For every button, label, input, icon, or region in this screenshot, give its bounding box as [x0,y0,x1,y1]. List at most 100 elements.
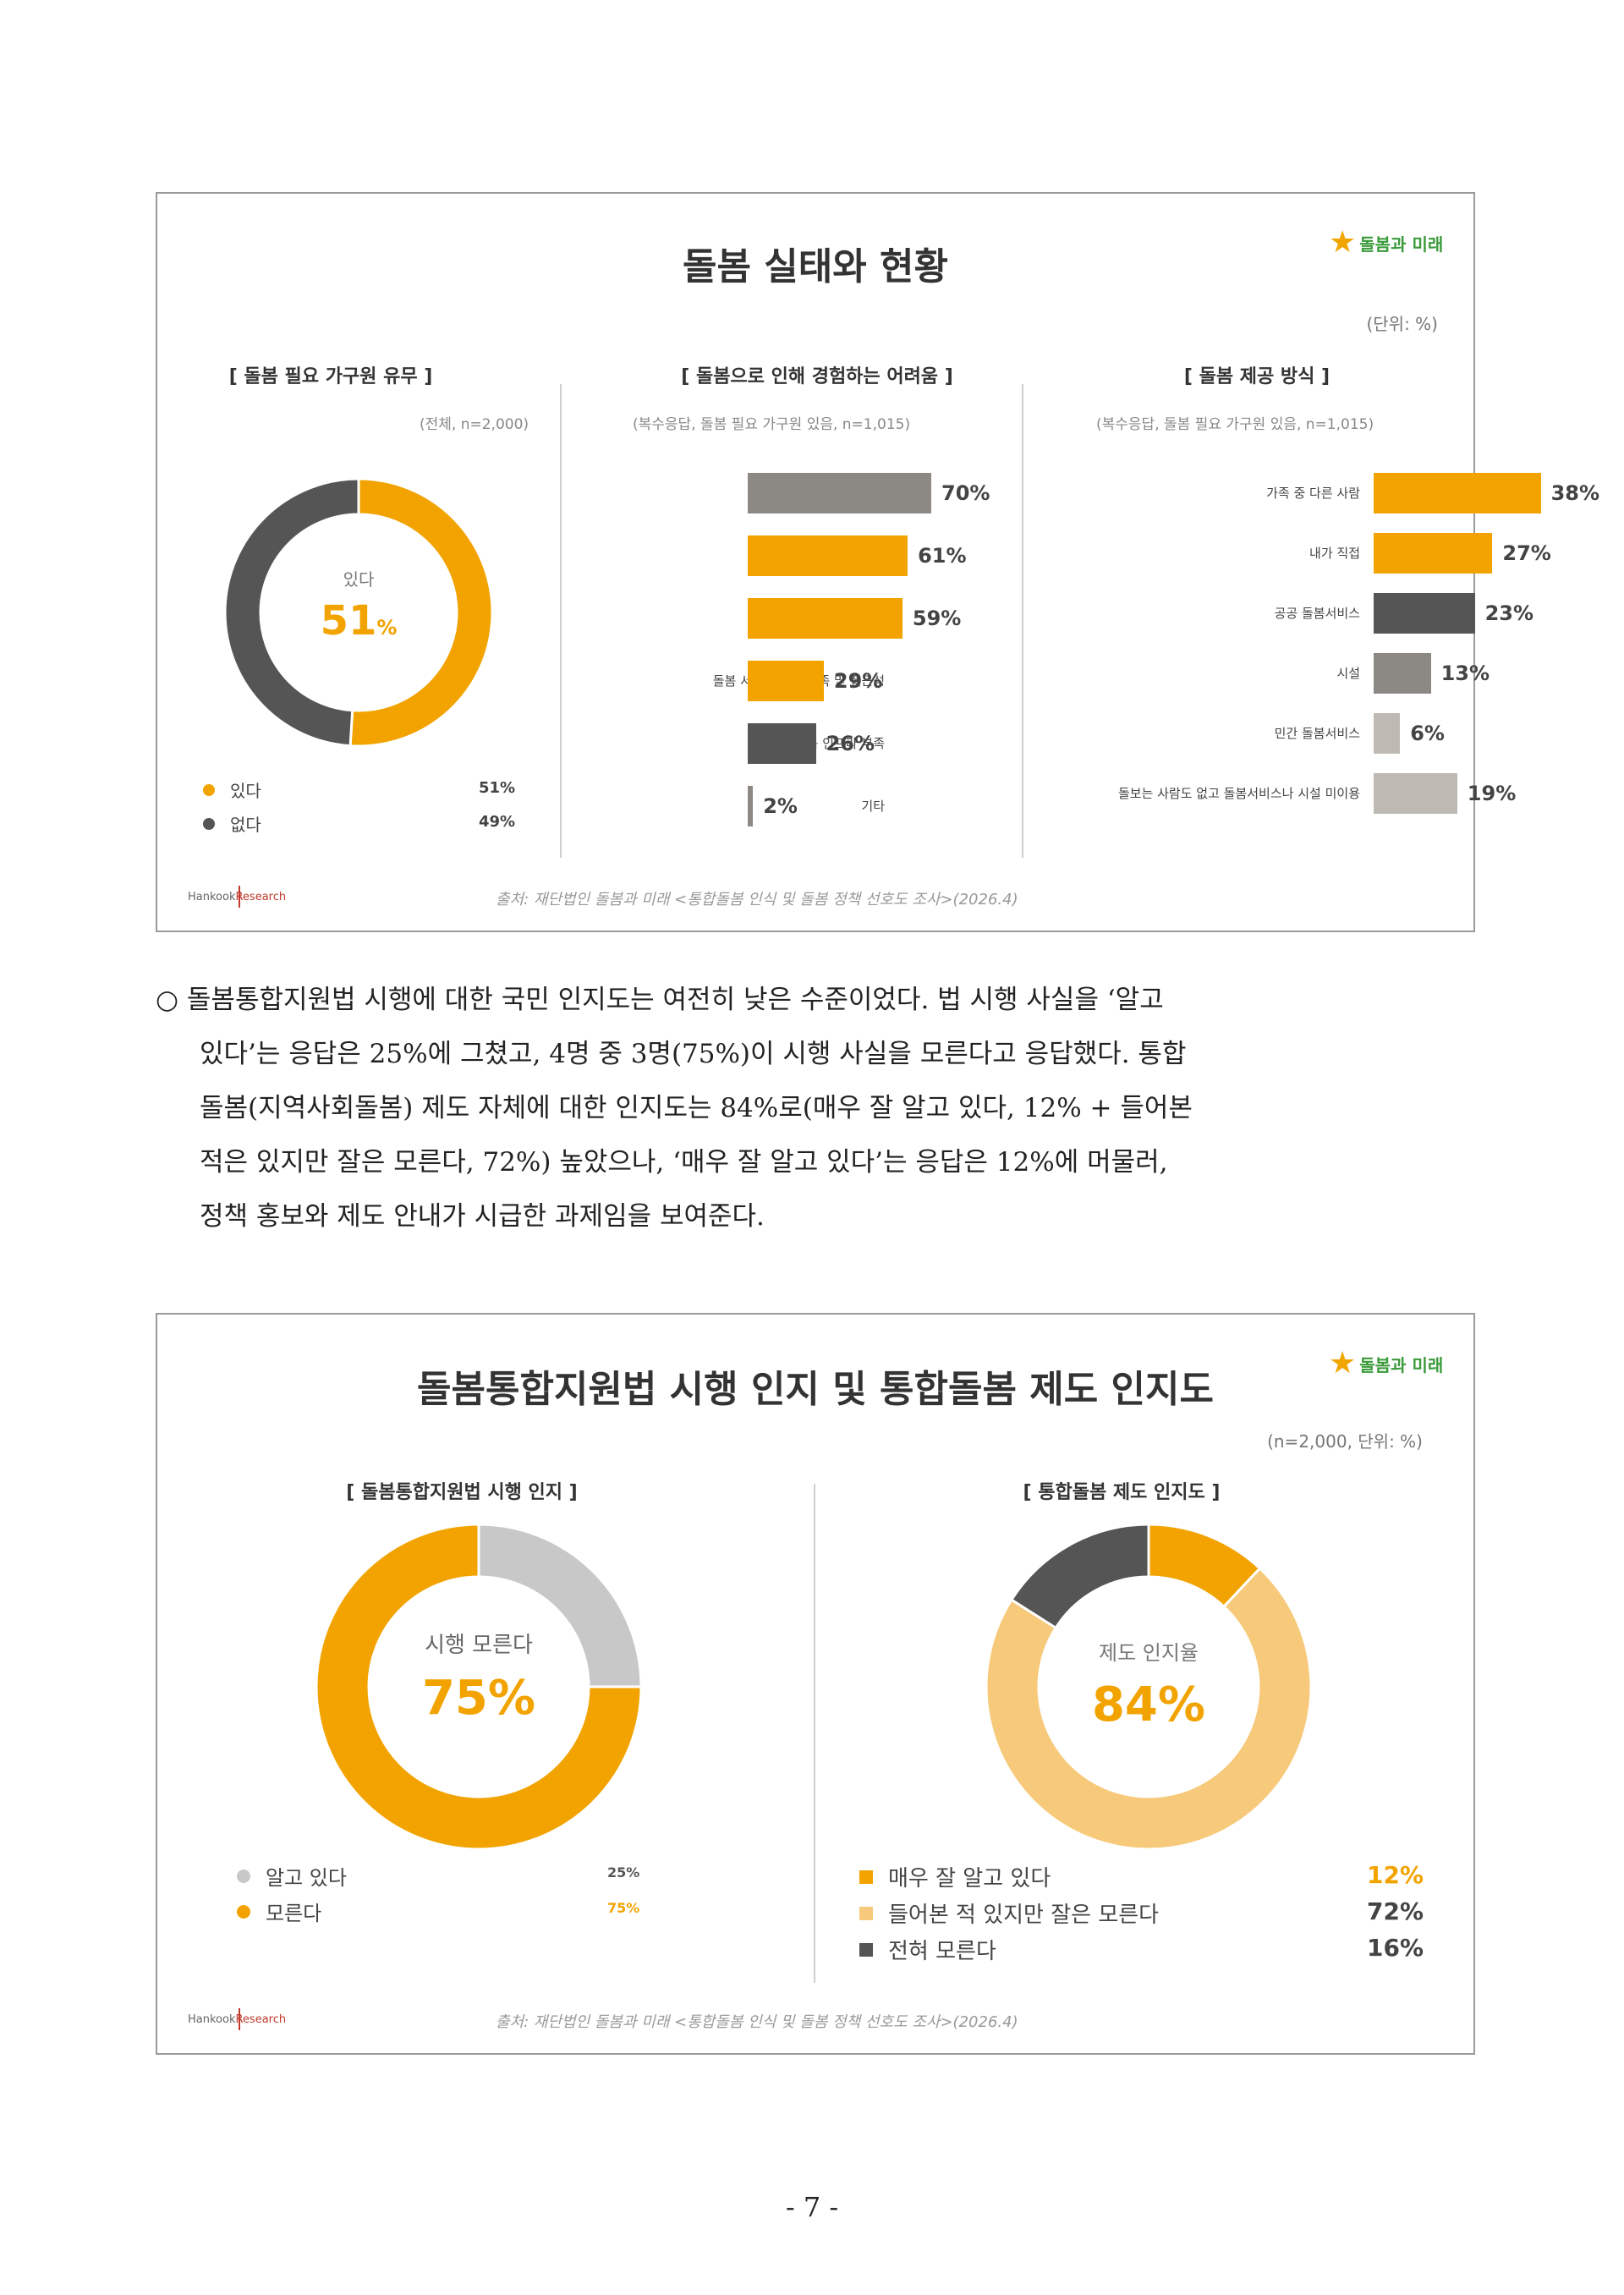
legend-label: 모른다 [266,1902,322,1925]
donut-slice [985,1566,1313,1851]
legend-item: 없다 [203,811,261,836]
bar-value-label: 2% [763,794,798,818]
donut-center-label: 제도 인지율 [1098,1641,1199,1665]
chart-heading: [ 돌봄통합지원법 시행 인지 ] [346,1482,578,1503]
legend-item: 매우 잘 알고 있다 [859,1861,1051,1892]
chart-heading: [ 통합돌봄 제도 인지도 ] [1023,1482,1221,1503]
legend-swatch [237,1869,250,1883]
page-number: - 7 - [785,2191,839,2223]
bar-category-label: 민간 돌봄서비스 [1274,725,1360,741]
legend-item: 알고 있다 [237,1861,347,1891]
donut-center-value: 51% [320,597,398,645]
legend-label: 매우 잘 알고 있다 [888,1866,1051,1891]
legend-item: 모른다 [237,1897,321,1926]
source-note: 출처: 재단법인 돌봄과 미래 <통합돌봄 인식 및 돌봄 정책 선호도 조사>… [496,891,1018,909]
donut-chart-care-need [223,477,494,748]
chart-heading: [ 돌봄 제공 방식 ] [1183,366,1330,387]
donut-center-label: 있다 [343,569,375,590]
paragraph-line: 있다’는 응답은 25%에 그쳤고, 4명 중 3명(75%)이 시행 사실을 … [200,1039,1187,1069]
legend-swatch [859,1906,873,1920]
unit-note: (n=2,000, 단위: %) [1267,1431,1423,1452]
bar-value-label: 6% [1410,722,1445,745]
chart-heading: [ 돌봄 필요 가구원 유무 ] [228,366,433,387]
legend-label: 들어본 적 있지만 잘은 모른다 [888,1902,1160,1928]
legend-swatch [203,817,215,830]
bar-value-label: 26% [826,732,875,755]
legend-label: 전혀 모른다 [888,1939,996,1964]
bar [748,598,903,639]
bar-value-label: 23% [1484,601,1534,625]
divider [560,384,562,858]
donut-chart-system-awareness [985,1523,1313,1851]
bar-value-label: 29% [833,669,883,693]
divider [814,1484,815,1983]
org-logo: ★ 돌봄과 미래 [1329,1346,1444,1381]
legend-swatch [859,1869,873,1884]
legend-value: 51% [479,779,516,797]
bar [1374,773,1457,814]
bar-value-label: 13% [1440,662,1490,685]
legend-item: 들어본 적 있지만 잘은 모른다 [859,1897,1159,1929]
bar-category-label: 가족 중 다른 사람 [1266,485,1360,501]
panel-title: 돌봄통합지원법 시행 인지 및 통합돌봄 제도 인지도 [417,1368,1214,1411]
bar [1374,593,1475,634]
legend-swatch [237,1904,250,1919]
legend-value: 25% [607,1864,640,1880]
bar-category-label: 공공 돌봄서비스 [1274,605,1360,621]
donut-slice [223,477,360,748]
figure-panel-care-status: 돌봄 실태와 현황 ★ 돌봄과 미래 (단위: %) [ 돌봄 필요 가구원 유… [156,192,1599,932]
paragraph-line: 정책 홍보와 제도 안내가 시급한 과제임을 보여준다. [200,1201,765,1232]
bar-value-label: 59% [912,607,962,630]
legend-value: 16% [1367,1934,1424,1962]
chart-note: (복수응답, 돌봄 필요 가구원 있음, n=1,015) [1096,416,1374,433]
org-logo: ★ 돌봄과 미래 [1329,225,1444,260]
donut-slice [315,1523,643,1851]
bar-category-label: 시설 [1336,665,1360,681]
source-note: 출처: 재단법인 돌봄과 미래 <통합돌봄 인식 및 돌봄 정책 선호도 조사>… [496,2013,1018,2031]
legend-value: 72% [1367,1897,1424,1925]
divider [1022,384,1023,858]
legend-item: 전혀 모른다 [859,1934,996,1965]
bar-category-label: 내가 직접 [1309,545,1360,561]
legend-label: 없다 [230,815,261,835]
legend-item: 있다 [203,777,261,802]
bar [748,661,824,701]
legend-label: 있다 [230,781,261,801]
donut-slice [477,1523,643,1688]
legend-label: 알고 있다 [266,1866,347,1890]
legend-swatch [203,783,215,796]
star-icon: ★ [1329,1346,1357,1381]
legend-swatch [859,1942,873,1957]
bar-value-label: 70% [941,481,990,505]
chart-heading: [ 돌봄으로 인해 경험하는 어려움 ] [681,366,953,387]
bar-value-label: 38% [1550,481,1600,505]
bar [1374,533,1493,574]
bar [748,786,754,826]
bar [1374,713,1401,754]
bar [1374,473,1541,513]
bar [1374,653,1431,694]
legend-value: 75% [607,1900,640,1916]
panel-title: 돌봄 실태와 현황 [683,245,948,288]
donut-slice [1009,1523,1150,1630]
chart-note: (전체, n=2,000) [420,416,529,433]
bar-value-label: 19% [1467,782,1517,805]
bar [748,723,816,764]
bar-category-label: 기타 [861,798,885,814]
donut-chart-law-awareness [315,1523,643,1851]
donut-center-label: 시행 모른다 [425,1633,533,1658]
bar-value-label: 61% [918,544,967,568]
bar-category-label: 돌보는 사람도 없고 돌봄서비스나 시설 미이용 [1117,785,1360,801]
donut-center-value: 84% [1091,1677,1206,1732]
bar [748,473,931,513]
donut-center-value: 75% [421,1671,536,1726]
brand-logo: HankookResearch [188,891,287,903]
paragraph-line: 적은 있지만 잘은 모른다, 72%) 높았으나, ‘매우 잘 알고 있다’는 … [200,1147,1168,1178]
bar [748,535,908,576]
star-icon: ★ [1329,225,1357,260]
figure-panel-awareness: 돌봄통합지원법 시행 인지 및 통합돌봄 제도 인지도 ★ 돌봄과 미래 (n=… [156,1313,1475,2055]
brand-logo: HankookResearch [188,2013,287,2026]
bar-value-label: 27% [1502,541,1551,565]
unit-note: (단위: %) [1366,314,1438,334]
legend-value: 49% [479,813,516,831]
